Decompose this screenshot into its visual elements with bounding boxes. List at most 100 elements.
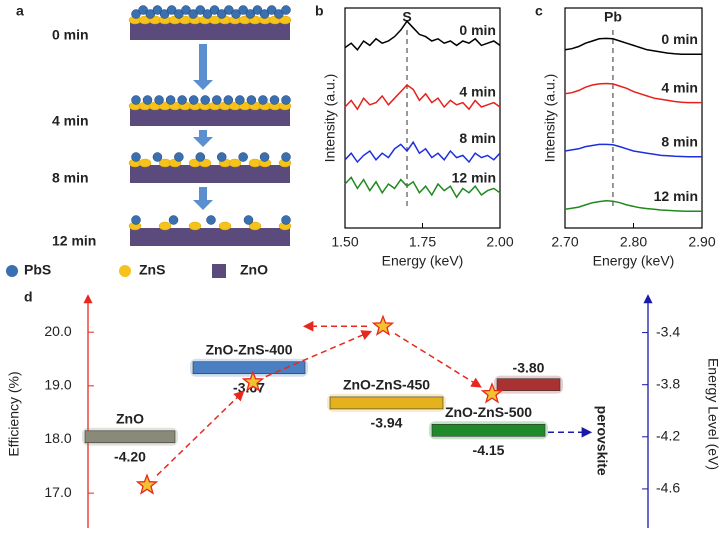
spectrum-line bbox=[564, 37, 702, 55]
step-label: 4 min bbox=[52, 113, 89, 129]
series-label: 0 min bbox=[459, 22, 496, 38]
zns-particle bbox=[158, 221, 172, 231]
pbs-particle bbox=[195, 152, 206, 162]
category-label: ZnO bbox=[116, 411, 144, 427]
y-axis-label: Efficiency (%) bbox=[6, 371, 22, 456]
pbs-particle bbox=[258, 95, 268, 105]
efficiency-star bbox=[371, 314, 395, 336]
pbs-particle bbox=[281, 152, 291, 162]
zno-substrate bbox=[130, 228, 290, 246]
level-value: -3.80 bbox=[513, 359, 545, 375]
x-tick-label: 1.75 bbox=[409, 234, 436, 250]
y-axis-label: Intensity (a.u.) bbox=[542, 74, 558, 163]
panel-label: c bbox=[535, 3, 543, 19]
step-label: 8 min bbox=[52, 170, 89, 186]
pbs-particle bbox=[181, 5, 191, 15]
zns-particle bbox=[278, 15, 292, 25]
pbs-particle bbox=[152, 152, 163, 162]
category-label: ZnO-ZnS-500 bbox=[445, 404, 532, 420]
legend-label: ZnO bbox=[240, 262, 268, 278]
y2-tick-label: -3.4 bbox=[656, 323, 680, 339]
pbs-particle bbox=[174, 9, 184, 19]
pbs-particle bbox=[188, 95, 199, 105]
pbs-particle bbox=[281, 215, 291, 225]
legend-zns bbox=[119, 265, 131, 277]
x-axis-label: Energy (keV) bbox=[593, 253, 675, 269]
annotation-label: S bbox=[402, 9, 411, 25]
series-label: 8 min bbox=[459, 130, 496, 146]
zns-particle bbox=[188, 221, 202, 231]
y-tick-label: 17.0 bbox=[44, 484, 71, 500]
step-label: 12 min bbox=[52, 233, 96, 249]
panel-label: a bbox=[16, 3, 24, 19]
pbs-particle bbox=[216, 152, 227, 162]
pbs-particle bbox=[212, 95, 222, 105]
efficiency-star bbox=[480, 382, 504, 404]
arrow bbox=[265, 330, 373, 378]
pbs-particle bbox=[246, 95, 257, 105]
pbs-particle bbox=[252, 5, 263, 15]
pbs-particle bbox=[188, 9, 198, 19]
pbs-particle bbox=[259, 9, 270, 19]
legend-pbs bbox=[6, 265, 18, 277]
pbs-particle bbox=[238, 152, 248, 162]
pbs-particle bbox=[266, 5, 277, 15]
pbs-particle bbox=[138, 5, 148, 15]
x-tick-label: 2.70 bbox=[551, 234, 578, 250]
y-tick-label: 18.0 bbox=[44, 430, 71, 446]
y2-axis-label: Energy Level (eV) bbox=[705, 358, 721, 470]
pbs-particle bbox=[223, 95, 234, 105]
zno-substrate bbox=[130, 165, 290, 183]
spectrum-line bbox=[344, 20, 501, 51]
pbs-particle bbox=[209, 5, 220, 15]
spectrum-line bbox=[564, 199, 702, 213]
y2-tick-label: -3.8 bbox=[656, 375, 680, 391]
pbs-particle bbox=[145, 9, 156, 19]
pbs-particle bbox=[165, 95, 176, 105]
energy-level bbox=[192, 361, 306, 375]
energy-level bbox=[329, 396, 444, 410]
pbs-particle bbox=[131, 152, 141, 162]
pbs-particle bbox=[200, 95, 210, 105]
zns-particle bbox=[228, 158, 242, 168]
series-label: 4 min bbox=[661, 79, 698, 95]
x-axis-label: Energy (keV) bbox=[382, 253, 464, 269]
y2-tick-label: -4.2 bbox=[656, 428, 680, 444]
pbs-particle bbox=[243, 215, 254, 225]
category-label: ZnO-ZnS-400 bbox=[205, 341, 292, 357]
energy-level bbox=[84, 430, 176, 444]
spectrum-line bbox=[344, 84, 501, 111]
annotation-label: Pb bbox=[604, 9, 622, 25]
spectrum-line bbox=[344, 140, 501, 164]
x-tick-label: 2.00 bbox=[486, 234, 513, 250]
series-label: 4 min bbox=[459, 84, 496, 100]
y2-tick-label: -4.6 bbox=[656, 480, 680, 496]
panel-label: b bbox=[315, 3, 324, 19]
zns-particle bbox=[138, 158, 152, 168]
pbs-particle bbox=[238, 5, 248, 15]
pbs-particle bbox=[195, 5, 206, 15]
energy-level bbox=[496, 378, 561, 391]
series-label: 12 min bbox=[654, 188, 698, 204]
series-label: 0 min bbox=[661, 31, 698, 47]
y-axis-label: Intensity (a.u.) bbox=[322, 74, 338, 163]
step-label: 0 min bbox=[52, 27, 89, 43]
pbs-particle bbox=[131, 215, 141, 225]
pbs-particle bbox=[235, 95, 245, 105]
y-tick-label: 19.0 bbox=[44, 377, 71, 393]
zno-substrate bbox=[130, 22, 290, 40]
pbs-particle bbox=[206, 215, 216, 225]
pbs-particle bbox=[131, 9, 141, 19]
pbs-particle bbox=[269, 95, 280, 105]
spectrum-line bbox=[344, 176, 501, 199]
panel-label: d bbox=[24, 289, 33, 305]
pbs-particle bbox=[245, 9, 256, 19]
efficiency-star bbox=[135, 473, 159, 495]
series-label: 8 min bbox=[661, 133, 698, 149]
x-tick-label: 2.80 bbox=[620, 234, 647, 250]
level-value: -4.15 bbox=[473, 442, 505, 458]
pbs-particle bbox=[274, 9, 284, 19]
pbs-particle bbox=[154, 95, 164, 105]
pbs-particle bbox=[159, 9, 170, 19]
